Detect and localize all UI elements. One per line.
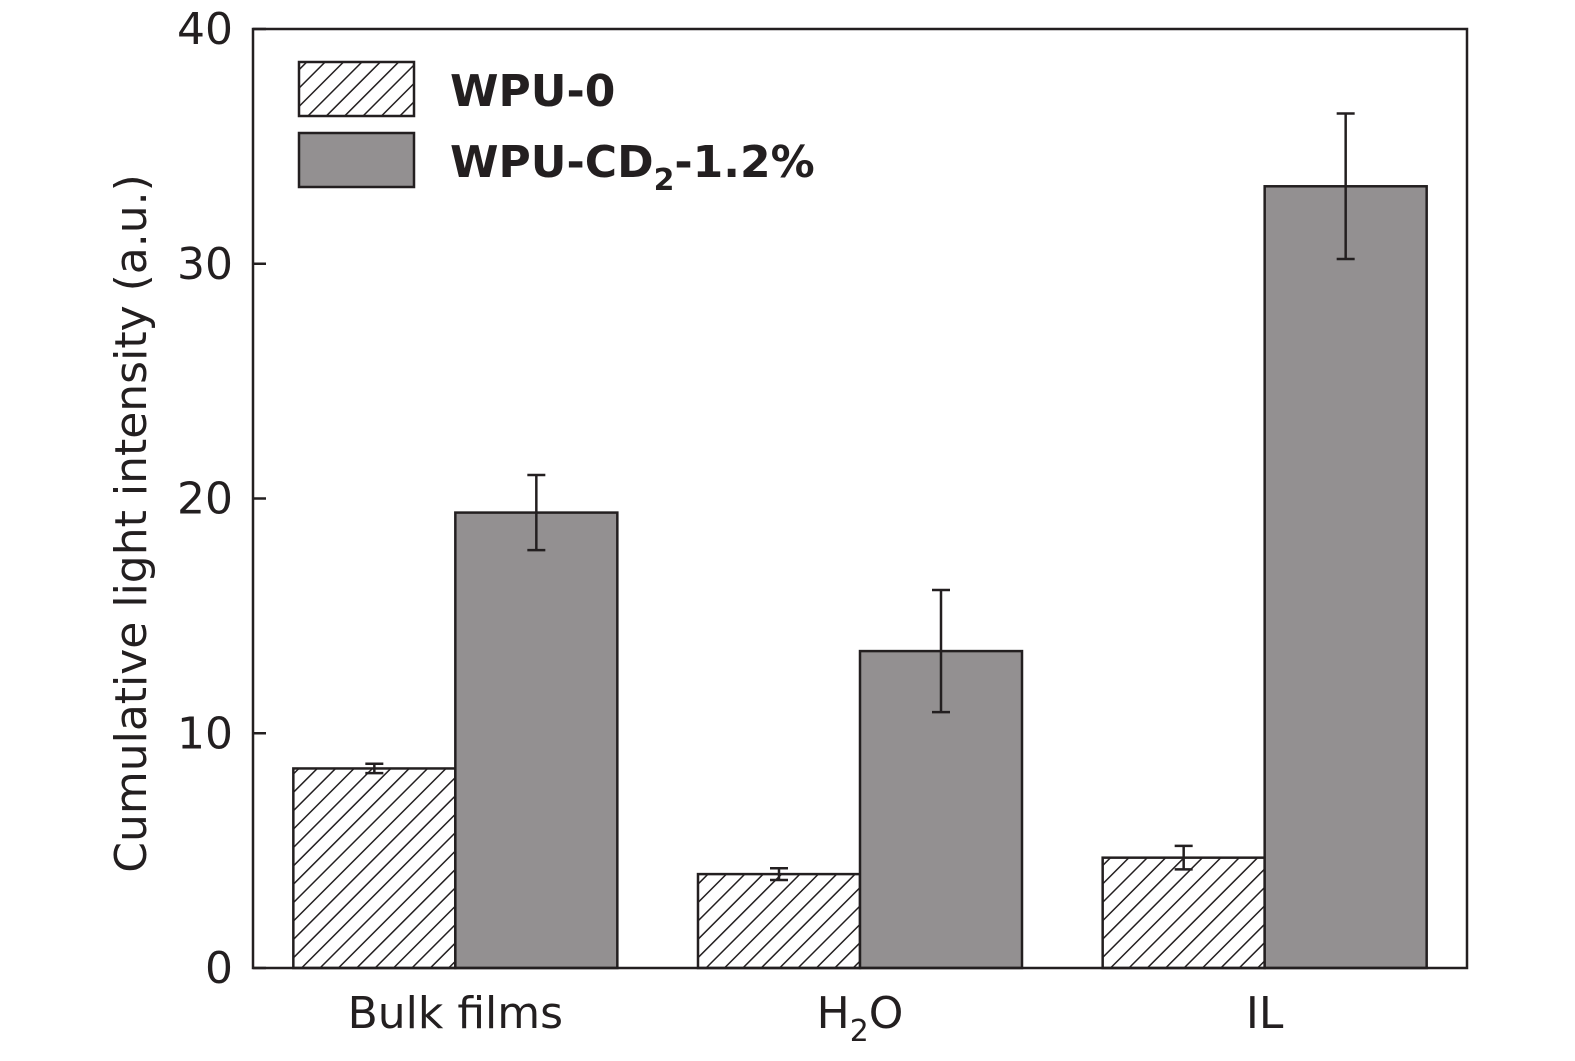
bars-layer — [292, 185, 1428, 970]
y-tick-label: 40 — [177, 4, 233, 55]
legend-label-subscript: 2 — [654, 163, 675, 198]
x-category-label-main: IL — [1246, 988, 1284, 1039]
x-category-label-main: H — [817, 988, 850, 1039]
error-bars-layer — [365, 112, 1355, 882]
error-bar — [770, 866, 788, 882]
legend-label: WPU-0 — [450, 66, 615, 117]
error-bar — [527, 473, 546, 552]
error-bar — [365, 762, 384, 775]
x-category-label: IL — [1246, 988, 1284, 1039]
x-category-label-tail: O — [869, 988, 904, 1039]
bar-wpu-0-0 — [292, 767, 457, 970]
error-bar — [932, 588, 950, 714]
y-axis: 0 10 20 30 40 — [177, 4, 266, 994]
error-bar — [1174, 844, 1193, 871]
legend-label: WPU-CD2-1.2% — [450, 137, 815, 198]
bar-wpu-0-2 — [1101, 856, 1266, 970]
bar-wpu-0-1 — [696, 872, 862, 970]
legend-label-main: WPU-0 — [450, 66, 615, 117]
bar-wpu-cd-2 — [1263, 185, 1428, 970]
legend: WPU-0 WPU-CD2-1.2% — [297, 60, 815, 198]
bar-wpu-cd-0 — [454, 511, 619, 970]
y-tick-label: 10 — [177, 708, 233, 759]
legend-label-tail: -1.2% — [674, 137, 814, 188]
x-category-label-main: Bulk films — [348, 988, 564, 1039]
x-axis: Bulk films H2O IL — [348, 988, 1284, 1049]
x-category-label: Bulk films — [348, 988, 564, 1039]
y-tick-label: 20 — [177, 474, 233, 525]
legend-label-main: WPU-CD — [450, 137, 654, 188]
y-tick-label: 30 — [177, 239, 233, 290]
x-category-label-subscript: 2 — [850, 1014, 869, 1049]
x-category-label: H2O — [817, 988, 904, 1049]
error-bar — [1336, 112, 1355, 261]
y-axis-label: Cumulative light intensity (a.u.) — [106, 174, 157, 873]
y-tick-label: 0 — [205, 943, 233, 994]
legend-swatch — [297, 131, 416, 189]
legend-swatch — [297, 60, 416, 118]
